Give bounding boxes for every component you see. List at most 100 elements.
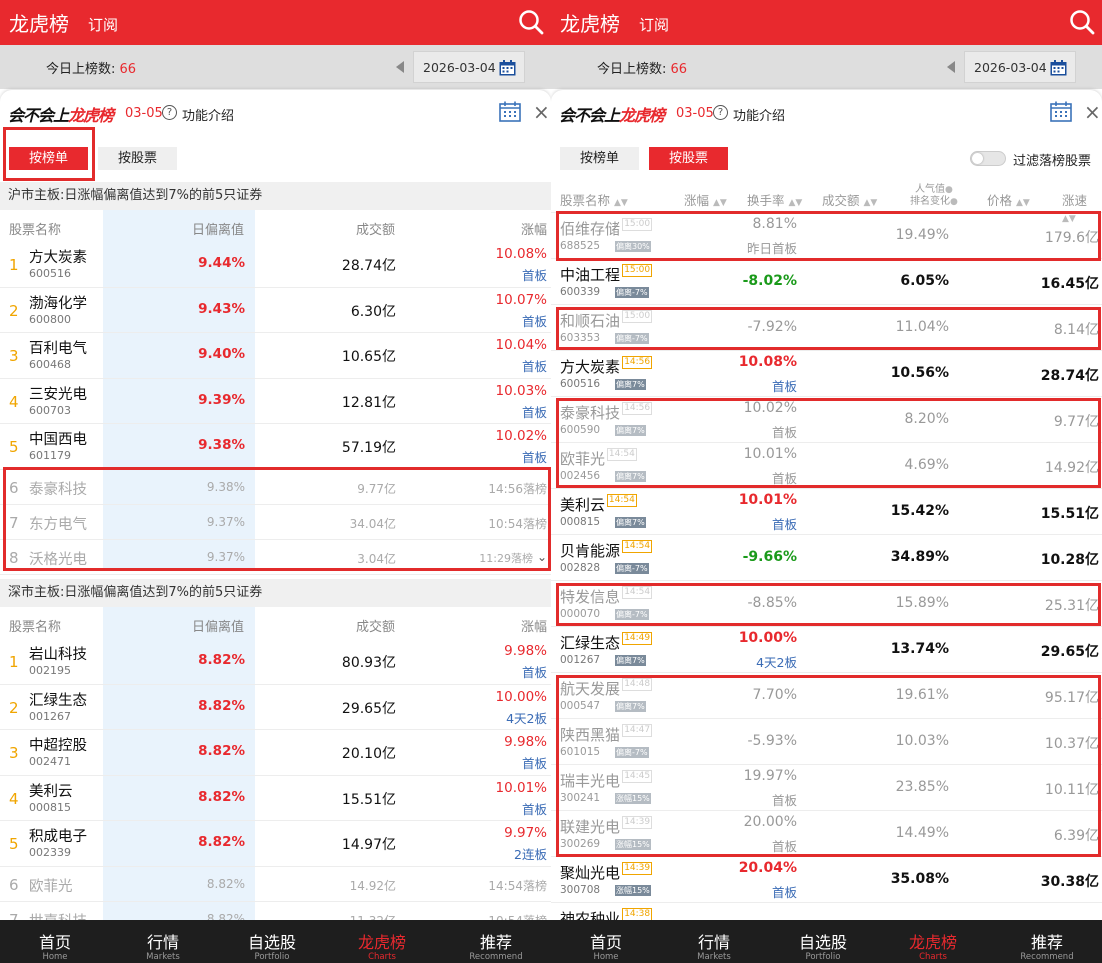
nav-item-charts[interactable]: 龙虎榜 Charts: [878, 920, 988, 963]
tab-by-list[interactable]: 按榜单: [560, 147, 639, 170]
col-turnover[interactable]: 换手率 ▲▼: [747, 193, 803, 208]
close-icon[interactable]: ×: [1084, 100, 1101, 124]
tab-by-list[interactable]: 按榜单: [9, 147, 88, 170]
table-row[interactable]: 4 美利云 000815 8.82% 15.51亿 10.01% 首板: [0, 776, 551, 821]
stock-code: 600516: [29, 267, 71, 280]
amount-value: 10.11亿: [1044, 782, 1099, 798]
stock-row[interactable]: 美利云 14:54 000815 偏离7% 10.01% 首板 15.42% 15.51亿: [551, 489, 1102, 535]
nav-item-portfolio[interactable]: 自选股 Portfolio: [217, 920, 327, 963]
table-row[interactable]: 5 中国西电 601179 9.38% 57.19亿 10.02% 首板: [0, 424, 551, 470]
table-row[interactable]: 5 积成电子 002339 8.82% 14.97亿 9.97% 2连板: [0, 821, 551, 867]
feature-intro-link[interactable]: 功能介绍: [733, 109, 786, 124]
stock-row[interactable]: 联建光电 14:39 300269 涨幅15% 20.00% 首板 14.49% 6.39亿: [551, 811, 1102, 857]
table-row[interactable]: 3 中超控股 002471 8.82% 20.10亿 9.98% 首板: [0, 730, 551, 776]
dropped-row[interactable]: 6 欧菲光 8.82% 14.92亿 14:54落榜: [0, 867, 551, 902]
stock-row[interactable]: 中油工程 15:00 600339 偏离-7% -8.02% 6.05% 16.45亿: [551, 259, 1102, 305]
change-value: -8.85%: [747, 595, 797, 611]
filter-dropped-toggle[interactable]: [970, 151, 1006, 166]
col-price[interactable]: 价格 ▲▼: [987, 193, 1030, 208]
stock-row[interactable]: 特发信息 14:54 000070 偏离-7% -8.85% 15.89% 25.31亿: [551, 581, 1102, 627]
board-status: 昨日首板: [746, 241, 797, 256]
dropped-row[interactable]: 6 泰豪科技 9.38% 9.77亿 14:56落榜: [0, 470, 551, 505]
listed-time-badge: 14:56: [622, 402, 653, 415]
amount-value: 6.39亿: [1053, 828, 1099, 844]
nav-item-charts[interactable]: 龙虎榜 Charts: [327, 920, 437, 963]
nav-label: 龙虎榜: [908, 933, 957, 952]
col-popularity[interactable]: 人气值● 排名变化●: [910, 184, 958, 207]
subscribe-link[interactable]: 订阅: [639, 16, 670, 34]
nav-label: 推荐: [479, 933, 512, 952]
date-picker[interactable]: 2026-03-04: [964, 51, 1076, 83]
tab-by-stock[interactable]: 按股票: [649, 147, 728, 170]
help-icon[interactable]: ?: [162, 105, 177, 120]
table-row[interactable]: 3 百利电气 600468 9.40% 10.65亿 10.04% 首板: [0, 333, 551, 379]
feature-intro-link[interactable]: 功能介绍: [182, 109, 235, 124]
board-status: 首板: [771, 793, 797, 808]
subscribe-link[interactable]: 订阅: [88, 16, 119, 34]
board-status: 首板: [771, 517, 797, 532]
stock-row[interactable]: 欧菲光 14:54 002456 偏离7% 10.01% 首板 4.69% 14.92亿: [551, 443, 1102, 489]
stock-row[interactable]: 方大炭素 14:56 600516 偏离7% 10.08% 首板 10.56% 28.74亿: [551, 351, 1102, 397]
nav-item-recommend[interactable]: 推荐 Recommend: [441, 920, 551, 963]
nav-label: 行情: [146, 933, 179, 952]
table-row[interactable]: 1 岩山科技 002195 8.82% 80.93亿 9.98% 首板: [0, 639, 551, 685]
help-icon[interactable]: ?: [713, 105, 728, 120]
nav-sublabel: Charts: [368, 952, 396, 962]
col-change[interactable]: 涨幅 ▲▼: [684, 193, 727, 208]
stock-row[interactable]: 佰维存储 15:00 688525 偏离30% 8.81% 昨日首板 19.49% 179.6…: [551, 213, 1102, 259]
filter-dropped-label: 过滤落榜股票: [1013, 154, 1092, 169]
date-picker[interactable]: 2026-03-04: [413, 51, 525, 83]
stock-row[interactable]: 贝肯能源 14:54 002828 偏离-7% -9.66% 34.89% 10.28亿: [551, 535, 1102, 581]
search-icon[interactable]: [1069, 9, 1095, 35]
table-row[interactable]: 2 汇绿生态 001267 8.82% 29.65亿 10.00% 4天2板: [0, 685, 551, 730]
popularity-value: 6.05%: [900, 273, 949, 289]
reason-badge: 偏离7%: [615, 425, 646, 436]
board-status: 首板: [771, 885, 797, 900]
col-speed[interactable]: 涨速 ▲▼: [1062, 193, 1088, 224]
change-value: -7.92%: [747, 319, 797, 335]
calendar-icon[interactable]: [499, 101, 521, 122]
nav-sublabel: Recommend: [1020, 952, 1074, 962]
table-row[interactable]: 2 渤海化学 600800 9.43% 6.30亿 10.07% 首板: [0, 288, 551, 333]
table-row[interactable]: 1 方大炭素 600516 9.44% 28.74亿 10.08% 首板: [0, 242, 551, 288]
stock-name: 聚灿光电: [560, 864, 621, 882]
col-amount[interactable]: 成交额 ▲▼: [822, 193, 878, 208]
tab-by-stock[interactable]: 按股票: [98, 147, 177, 170]
nav-item-home[interactable]: 首页 Home: [551, 920, 661, 963]
nav-item-recommend[interactable]: 推荐 Recommend: [992, 920, 1102, 963]
nav-item-markets[interactable]: 行情 Markets: [659, 920, 769, 963]
stock-code: 600703: [29, 403, 71, 417]
nav-item-markets[interactable]: 行情 Markets: [108, 920, 218, 963]
popularity-value: 19.49%: [895, 227, 949, 243]
dropped-row[interactable]: 8 沃格光电 9.37% 3.04亿 11:29落榜 ⌄: [0, 540, 551, 575]
app-title: 龙虎榜: [9, 12, 69, 36]
search-icon[interactable]: [518, 9, 544, 35]
prev-date-arrow-icon[interactable]: [947, 61, 955, 73]
nav-item-portfolio[interactable]: 自选股 Portfolio: [768, 920, 878, 963]
stock-row[interactable]: 和顺石油 15:00 603353 偏离-7% -7.92% 11.04% 8.14亿: [551, 305, 1102, 351]
amount-value: 20.10亿: [341, 746, 396, 762]
dropped-row[interactable]: 7 东方电气 9.37% 34.04亿 10:54落榜: [0, 505, 551, 540]
close-icon[interactable]: ×: [533, 100, 550, 124]
change-value: 10.03%: [495, 382, 547, 399]
prev-date-arrow-icon[interactable]: [396, 61, 404, 73]
chevron-down-icon[interactable]: ⌄: [536, 549, 547, 564]
stock-row[interactable]: 瑞丰光电 14:45 300241 涨幅15% 19.97% 首板 23.85% 10.11亿: [551, 765, 1102, 811]
deviation-value: 9.43%: [198, 300, 245, 317]
rank-number: 3: [9, 744, 19, 762]
stock-row[interactable]: 泰豪科技 14:56 600590 偏离7% 10.02% 首板 8.20% 9.77亿: [551, 397, 1102, 443]
stock-row[interactable]: 汇绿生态 14:49 001267 偏离7% 10.00% 4天2板 13.74% 29.65…: [551, 627, 1102, 673]
calendar-icon[interactable]: [1050, 101, 1072, 122]
stock-name: 特发信息: [560, 588, 621, 606]
nav-item-home[interactable]: 首页 Home: [0, 920, 110, 963]
stock-row[interactable]: 航天发展 14:48 000547 偏离7% 7.70% 19.61% 95.17亿: [551, 673, 1102, 719]
stock-name: 欧菲光: [29, 878, 73, 895]
table-row[interactable]: 4 三安光电 600703 9.39% 12.81亿 10.03% 首板: [0, 379, 551, 424]
sort-icon: ▲▼: [863, 198, 878, 208]
stock-row[interactable]: 陕西黑猫 14:47 601015 偏离-7% -5.93% 10.03% 10.37亿: [551, 719, 1102, 765]
calendar-icon: [499, 60, 516, 76]
stock-row[interactable]: 聚灿光电 14:39 300708 涨幅15% 20.04% 首板 35.08% 30.38亿: [551, 857, 1102, 903]
col-stock-name[interactable]: 股票名称 ▲▼: [560, 193, 628, 208]
nav-sublabel: Portfolio: [254, 952, 290, 962]
amount-value: 12.81亿: [341, 394, 396, 411]
